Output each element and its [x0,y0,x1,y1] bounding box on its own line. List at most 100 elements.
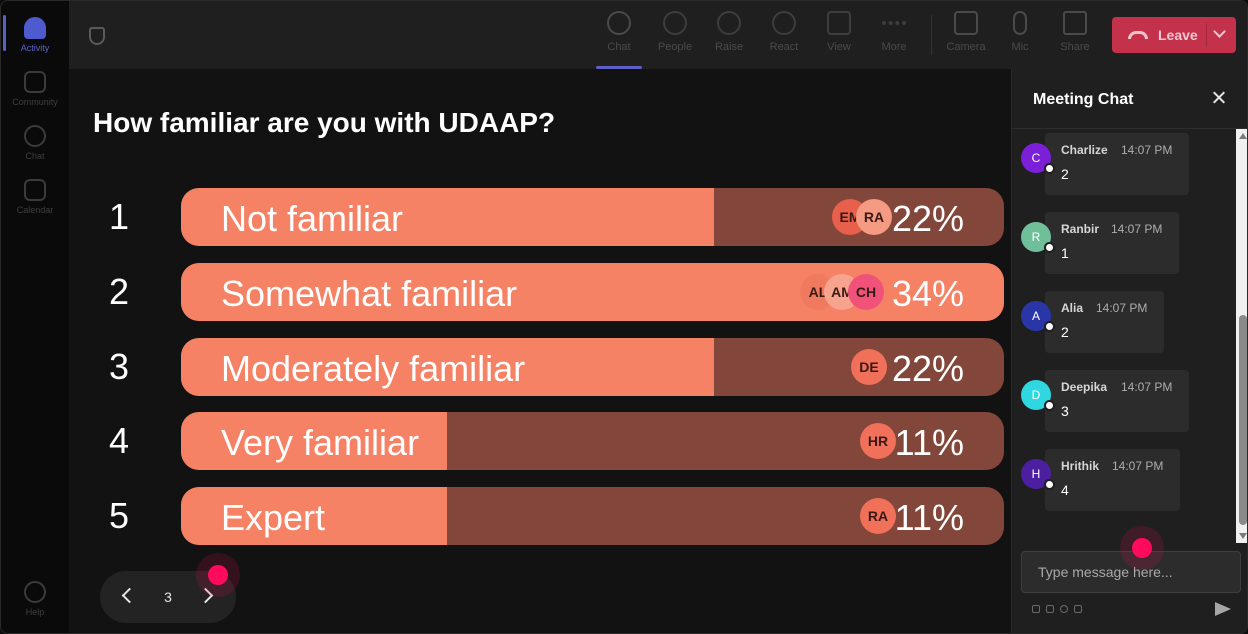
message-time: 14:07 PM [1096,301,1148,315]
rail-item-help[interactable]: Help [1,571,69,623]
option-number: 4 [109,420,130,461]
chevron-left-icon[interactable] [121,587,138,604]
option-percent: 11% [894,497,964,538]
message-time: 14:07 PM [1111,222,1163,236]
chat-message-list: Charlize 14:07 PM 2 C Ranbir 14:07 PM 1 … [1012,129,1236,543]
option-bar: Very familiar HR 11% [181,412,1004,470]
scroll-down-icon[interactable] [1239,533,1247,539]
toolbar-people-button[interactable]: People [650,11,700,61]
option-percent: 11% [894,422,964,463]
community-icon [24,71,46,93]
message-bubble: Charlize 14:07 PM 2 [1045,133,1189,195]
close-icon[interactable] [1210,89,1228,107]
voter-avatars: HR [860,423,896,459]
chat-message: Ranbir 14:07 PM 1 R [1012,208,1236,274]
option-bar-fill [181,487,448,545]
leave-divider [1206,23,1207,47]
message-bubble: Deepika 14:07 PM 3 [1045,370,1189,432]
toolbar-label: Share [1060,41,1090,53]
toolbar-divider [931,15,932,55]
message-time: 14:07 PM [1121,380,1173,394]
phone-hangup-icon [1128,31,1148,39]
toolbar-chat-button[interactable]: Chat [594,11,644,69]
chat-message: Deepika 14:07 PM 3 D [1012,366,1236,432]
option-bar: Expert RA 11% [181,487,1004,545]
poll-question: How familiar are you with UDAAP? [93,107,556,138]
chevron-down-icon[interactable] [1213,25,1226,38]
toolbar-share-button[interactable]: Share [1050,11,1100,61]
option-number: 1 [109,196,130,237]
message-sender: Alia [1061,301,1084,315]
toolbar-label: Mic [1011,41,1029,53]
attach-icon[interactable] [1046,605,1054,613]
scroll-up-icon[interactable] [1239,133,1247,139]
rail-item-chat[interactable]: Chat [1,115,69,167]
smiley-icon [772,11,796,35]
message-text: 1 [1061,245,1069,261]
poll-option-row: 4 Very familiar HR 11% [69,412,1011,470]
toolbar-mic-button[interactable]: Mic [995,11,1045,61]
rail-item-label: Help [25,607,45,617]
poll-results: How familiar are you with UDAAP? 1 Not f… [69,69,1011,633]
pointer-indicator [208,565,228,585]
message-sender: Ranbir [1061,222,1100,236]
toolbar-label: Raise [714,41,744,53]
rail-item-calendar[interactable]: Calendar [1,169,69,221]
message-text: 2 [1061,324,1069,340]
toolbar-label: View [827,41,851,53]
message-text: 3 [1061,403,1069,419]
leave-button[interactable]: Leave [1112,17,1236,53]
message-bubble: Ranbir 14:07 PM 1 [1045,212,1179,274]
rail-item-label: Calendar [16,205,54,215]
option-bar-fill [181,188,714,246]
chat-divider [1012,128,1247,129]
chevron-right-icon[interactable] [197,587,214,604]
option-bar-fill [181,338,714,396]
message-sender: Hrithik [1061,459,1100,473]
chat-scrollbar[interactable] [1236,129,1247,543]
toolbar-label: React [769,41,799,53]
option-label: Moderately familiar [221,348,526,389]
poll-option-row: 2 Somewhat familiar AL AM CH 34% [69,263,1011,321]
toolbar-camera-button[interactable]: Camera [941,11,991,61]
voter-avatars: AL AM CH [800,274,884,310]
shield-icon[interactable] [89,27,105,45]
toolbar-view-button[interactable]: View [814,11,864,61]
presence-icon [1044,242,1055,253]
message-bubble: Hrithik 14:07 PM 4 [1045,449,1180,511]
poll-option-row: 1 Not familiar EM RA 22% [69,188,1011,246]
rail-item-label: Chat [25,151,45,161]
hand-icon [717,11,741,35]
poll-option-row: 3 Moderately familiar DE 22% [69,338,1011,396]
avatar: H [1021,459,1051,489]
voter-avatar: RA [856,199,892,235]
rail-item-community[interactable]: Community [1,61,69,113]
rail-item-activity[interactable]: Activity [1,7,69,59]
toolbar-more-button[interactable]: More [869,11,919,61]
message-sender: Charlize [1061,143,1108,157]
toolbar-react-button[interactable]: React [759,11,809,61]
option-bar-fill [181,412,448,470]
voter-avatars: DE [851,349,887,385]
option-label: Very familiar [221,422,420,463]
emoji-icon[interactable] [1060,605,1068,613]
presence-icon [1044,400,1055,411]
page-number: 3 [164,589,172,605]
mic-icon [1013,11,1027,35]
option-percent: 34% [891,273,964,314]
calendar-icon [24,179,46,201]
gif-icon[interactable] [1074,605,1082,613]
camera-off-icon [954,11,978,35]
toolbar-raise-button[interactable]: Raise [704,11,754,61]
format-icon[interactable] [1032,605,1040,613]
presence-icon [1044,479,1055,490]
scrollbar-thumb[interactable] [1239,315,1247,525]
more-icon [882,21,906,25]
voter-avatar: HR [860,423,896,459]
send-icon[interactable] [1215,602,1231,616]
toolbar-label: Chat [607,41,631,53]
toolbar-label: People [657,41,693,53]
option-label: Expert [221,497,326,538]
chat-message-input[interactable] [1021,551,1241,593]
voter-avatar: RA [860,498,896,534]
